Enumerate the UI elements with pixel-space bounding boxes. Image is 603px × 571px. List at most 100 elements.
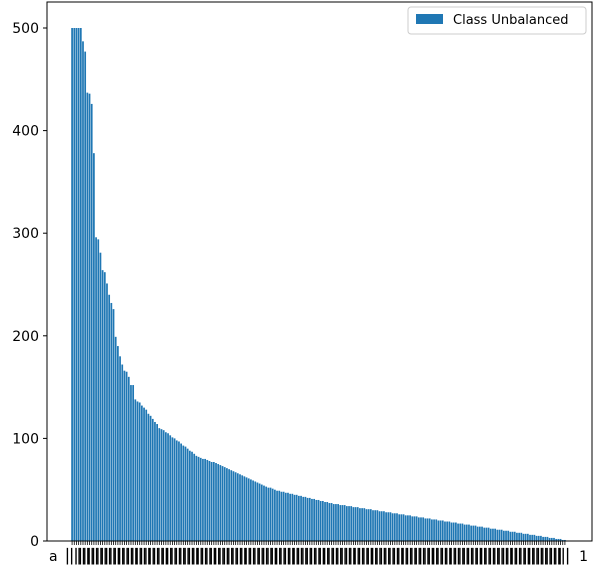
bar xyxy=(337,504,339,541)
x-tick-label: ▕ xyxy=(108,547,119,565)
x-tick-label: ▏ xyxy=(114,547,126,565)
bar xyxy=(524,533,527,541)
x-tick-label: ▕ xyxy=(69,547,80,565)
x-tick-label: ▏ xyxy=(554,547,566,565)
bar xyxy=(548,537,551,541)
x-tick-label: ▏ xyxy=(515,547,527,565)
bar xyxy=(372,510,374,541)
x-tick-label: ▕ xyxy=(335,547,346,565)
bar xyxy=(119,356,121,541)
bar xyxy=(75,28,78,541)
x-tick-label: ▕ xyxy=(357,547,368,565)
bar xyxy=(167,433,169,541)
bar xyxy=(374,510,377,541)
y-tick-label: 300 xyxy=(12,226,39,242)
x-tick-label: ▏ xyxy=(201,547,213,565)
x-tick-label: ▏ xyxy=(253,547,265,565)
x-tick-label: ▕ xyxy=(479,547,490,565)
x-tick-label: ▕ xyxy=(143,547,154,565)
x-tick-label: ▕ xyxy=(431,547,442,565)
x-tick-label: ▏ xyxy=(388,547,400,565)
x-tick-label: ▏ xyxy=(192,547,204,565)
bar xyxy=(304,496,307,541)
x-tick-label: ▏ xyxy=(153,547,165,565)
bar xyxy=(232,471,235,541)
x-tick-label: ▕ xyxy=(139,547,150,565)
bar xyxy=(188,450,191,541)
x-tick-label: ▏ xyxy=(323,547,335,565)
bar xyxy=(278,490,281,541)
bar xyxy=(317,499,320,541)
bar xyxy=(164,432,167,541)
x-tick-label: ▕ xyxy=(322,547,333,565)
x-tick-label: ▏ xyxy=(105,547,117,565)
x-tick-label: ▏ xyxy=(393,547,405,565)
bar xyxy=(531,534,534,541)
bar xyxy=(544,536,547,541)
bar xyxy=(284,492,287,541)
x-tick-label: ▕ xyxy=(453,547,464,565)
x-tick-label: ▏ xyxy=(223,547,235,565)
x-axis: ▏▕▏▕▏▕▏▕▏▕▏▕▏▕▏▕▏▕▏▕▏▕▏▕▏▕▏▕▏▕▏▕▏▕▏▕▏▕▏▕… xyxy=(49,541,588,565)
x-tick-label: ▕ xyxy=(195,547,206,565)
bar xyxy=(269,487,272,541)
x-tick-label: ▏ xyxy=(262,547,274,565)
x-tick-label: ▏ xyxy=(327,547,339,565)
x-tick-label: ▏ xyxy=(524,547,536,565)
x-tick-label: ▕ xyxy=(130,547,141,565)
x-tick-label: ▕ xyxy=(269,547,280,565)
bar xyxy=(411,516,414,541)
bar xyxy=(295,494,298,541)
bar xyxy=(90,103,93,542)
bar xyxy=(433,519,435,541)
x-tick-label: ▏ xyxy=(214,547,226,565)
bar xyxy=(212,462,215,541)
x-tick-label: ▏ xyxy=(175,547,187,565)
x-tick-label: ▏ xyxy=(419,547,431,565)
x-tick-label: ▏ xyxy=(236,547,248,565)
x-tick-label: ▏ xyxy=(144,547,156,565)
x-tick-label: ▕ xyxy=(296,547,307,565)
bar xyxy=(234,472,237,541)
x-tick-label: ▕ xyxy=(204,547,215,565)
x-tick-label: ▏ xyxy=(88,547,100,565)
bar xyxy=(511,531,514,541)
bar xyxy=(343,505,346,541)
bar xyxy=(398,514,401,541)
x-tick-label: ▕ xyxy=(300,547,311,565)
x-tick-label: ▏ xyxy=(493,547,505,565)
x-tick-label: ▕ xyxy=(440,547,451,565)
bar xyxy=(217,464,220,541)
bar xyxy=(332,504,335,541)
x-tick-label: ▕ xyxy=(178,547,189,565)
x-tick-label: ▏ xyxy=(428,547,440,565)
x-tick-label: ▏ xyxy=(484,547,496,565)
bar xyxy=(324,502,326,541)
x-tick-label: ▏ xyxy=(157,547,169,565)
x-tick-label: ▏ xyxy=(476,547,488,565)
bar xyxy=(97,239,100,542)
x-tick-label: ▏ xyxy=(258,547,270,565)
y-tick-label: 200 xyxy=(12,329,39,345)
x-tick-label: ▏ xyxy=(79,547,91,565)
x-tick-label: ▕ xyxy=(418,547,429,565)
bar xyxy=(71,28,73,541)
bar xyxy=(529,534,531,541)
x-tick-label: ▏ xyxy=(432,547,444,565)
x-tick-label: ▏ xyxy=(545,547,557,565)
x-tick-label: ▕ xyxy=(387,547,398,565)
bar xyxy=(311,498,313,541)
x-tick-label: ▏ xyxy=(471,547,483,565)
bar xyxy=(151,418,154,541)
bar xyxy=(420,517,422,541)
x-tick-label: ▏ xyxy=(288,547,300,565)
bar xyxy=(243,476,246,541)
bar xyxy=(250,479,252,541)
x-tick-label: ▏ xyxy=(480,547,492,565)
x-tick-label: ▕ xyxy=(505,547,516,565)
bar xyxy=(415,516,418,541)
x-tick-label: ▏ xyxy=(314,547,326,565)
bar xyxy=(540,535,542,541)
x-tick-label: ▕ xyxy=(383,547,394,565)
bar xyxy=(95,237,97,542)
